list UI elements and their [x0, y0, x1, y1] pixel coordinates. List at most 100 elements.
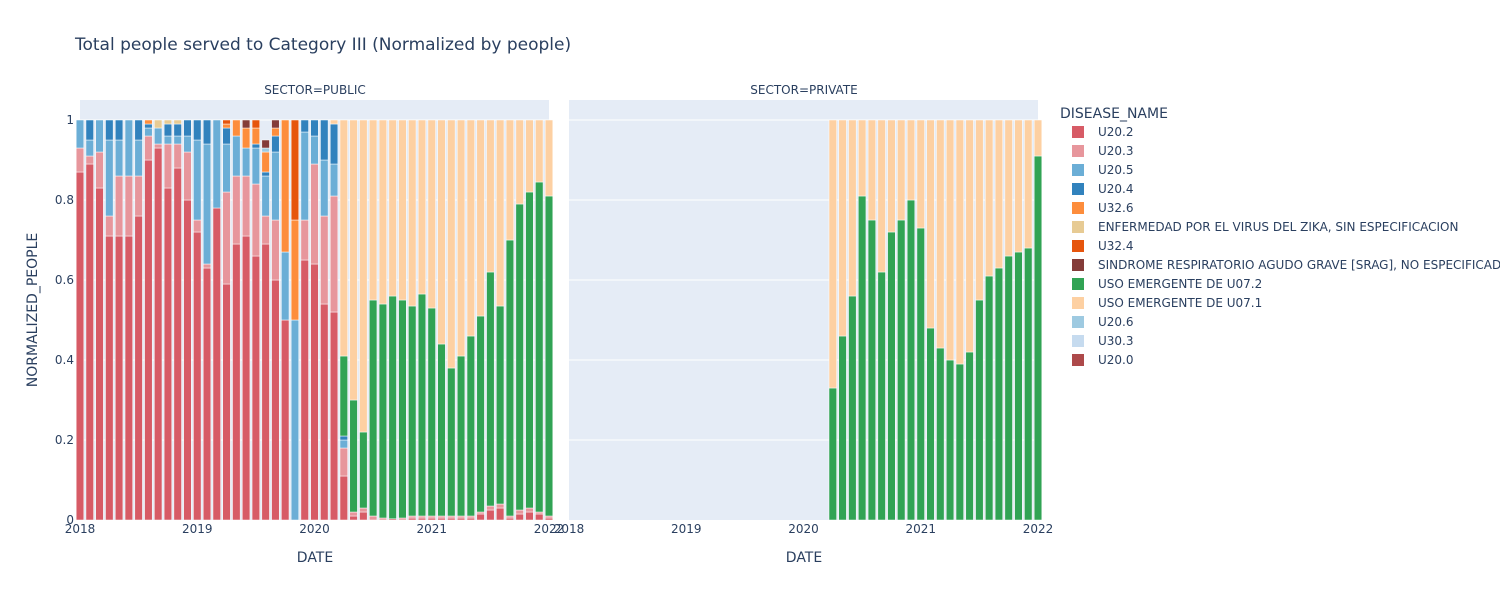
- bar-segment-u20-2: [544, 517, 554, 521]
- bar-segment-u20-2: [154, 147, 163, 521]
- bar-segment-u20-3: [124, 175, 133, 237]
- bar-segment-uso-emergente-de-u07-1: [897, 119, 906, 221]
- y-tick-label: 1: [66, 113, 74, 127]
- bar-segment-u20-4: [202, 119, 212, 145]
- bar-segment-u20-2: [222, 283, 231, 521]
- bar-segment-u20-5: [222, 143, 231, 193]
- bar-segment-uso-emergente-de-u07-2: [457, 355, 466, 517]
- bar-segment-uso-emergente-de-u07-2: [858, 195, 867, 521]
- bar-segment-uso-emergente-de-u07-2: [359, 431, 368, 509]
- bar-segment-u20-2: [212, 207, 221, 521]
- y-tick-label: 0.4: [55, 353, 74, 367]
- x-tick-label: 2018: [554, 522, 585, 536]
- bar-segment-u20-2: [427, 517, 436, 521]
- facet-private-panel: 2018 2019 2020 2021 2022: [554, 100, 1054, 536]
- bar-segment-u20-2: [408, 517, 417, 521]
- bar-segment-u20-4: [105, 119, 114, 141]
- bar-segment-u20-5: [144, 127, 153, 137]
- bar-segment-uso-emergente-de-u07-2: [985, 275, 994, 521]
- bar-segment-u20-5: [212, 119, 221, 209]
- x-axis-title-private: DATE: [786, 550, 822, 566]
- bar-segment-u20-3: [261, 215, 270, 245]
- bar-segment-u20-3: [115, 175, 124, 237]
- bar-segment-u20-3: [466, 515, 475, 519]
- legend-item-uso-emergente-de-u07-1: USO EMERGENTE DE U07.1: [1098, 296, 1262, 310]
- bar-segment-u20-3: [95, 151, 104, 189]
- bar-segment-u20-5: [271, 151, 280, 221]
- bar-segment-u20-2: [535, 513, 544, 521]
- bar-segment-u32-6: [261, 151, 270, 173]
- bar-segment-uso-emergente-de-u07-1: [1004, 119, 1013, 257]
- bar-segment-u20-5: [173, 135, 182, 145]
- bar-segment-uso-emergente-de-u07-1: [329, 119, 339, 125]
- bar-segment-uso-emergente-de-u07-1: [916, 119, 925, 229]
- bar-segment-u20-3: [144, 135, 153, 161]
- bar-segment-u20-5: [261, 175, 270, 217]
- bar-segment-uso-emergente-de-u07-1: [515, 119, 524, 205]
- bar-segment-u20-2: [202, 267, 212, 521]
- bar-segment-u20-3: [173, 143, 182, 169]
- bar-segment-u20-2: [417, 517, 427, 521]
- bar-segment-u20-3: [300, 219, 309, 261]
- x-tick-label: 2019: [182, 522, 213, 536]
- bar-segment-u20-5: [202, 143, 212, 265]
- x-tick-label: 2020: [299, 522, 330, 536]
- bar-segment-uso-emergente-de-u07-2: [339, 355, 348, 437]
- bar-segment-uso-emergente-de-u07-2: [378, 303, 387, 519]
- x-tick-label: 2022: [1023, 522, 1054, 536]
- bar-segment-u20-5: [300, 131, 309, 221]
- bar-segment-uso-emergente-de-u07-1: [476, 119, 485, 317]
- bar-segment-uso-emergente-de-u07-2: [515, 203, 524, 511]
- bar-segment-u20-3: [242, 175, 251, 237]
- bar-segment-u20-4: [251, 143, 260, 149]
- bar-segment-u20-5: [329, 163, 339, 197]
- bar-segment-uso-emergente-de-u07-2: [447, 367, 456, 517]
- bar-segment-u20-3: [163, 143, 172, 189]
- bar-segment-uso-emergente-de-u07-1: [496, 119, 505, 307]
- bar-segment-u20-4: [193, 119, 202, 141]
- legend-item-enfermedad-por-el-virus-del-zika-sin-especificacion: ENFERMEDAD POR EL VIRUS DEL ZIKA, SIN ES…: [1098, 220, 1458, 234]
- bar-segment-u20-4: [183, 119, 192, 137]
- bar-segment-uso-emergente-de-u07-1: [427, 119, 436, 309]
- bar-segment-u20-2: [193, 231, 202, 521]
- legend-item-u20-3: U20.3: [1098, 144, 1134, 158]
- bar-segment-u20-2: [486, 509, 495, 521]
- legend-item-u32-6: U32.6: [1098, 201, 1134, 215]
- bar-segment-u20-5: [124, 119, 133, 177]
- bar-segment-u20-3: [134, 175, 143, 217]
- bar-segment-u20-4: [85, 119, 94, 141]
- x-tick-label: 2019: [671, 522, 702, 536]
- bar-segment-uso-emergente-de-u07-2: [505, 239, 514, 517]
- legend-swatch-uso-emergente-de-u07-2: [1072, 278, 1084, 290]
- bar-segment-u20-5: [290, 319, 300, 521]
- bar-segment-uso-emergente-de-u07-2: [906, 199, 916, 521]
- bar-segment-u20-2: [476, 513, 485, 521]
- bar-segment-uso-emergente-de-u07-2: [926, 327, 935, 521]
- bar-segment-uso-emergente-de-u07-1: [359, 119, 368, 433]
- facet-public-panel: 0 0.2 0.4 0.6 0.8 1 2018 2019 2020 2021 2022: [55, 100, 564, 536]
- bar-segment-u20-2: [310, 263, 319, 521]
- bar-segment-uso-emergente-de-u07-2: [877, 271, 886, 521]
- bar-segment-u20-3: [183, 151, 192, 201]
- legend-swatch-sindrome-respiratorio-agudo-grave-srag-no-especificado: [1072, 259, 1084, 271]
- legend-swatch-u20-5: [1072, 164, 1084, 176]
- bar-segment-enfermedad-por-el-virus-del-zika-sin-especificacion: [173, 119, 182, 125]
- bar-segment-uso-emergente-de-u07-2: [486, 271, 495, 507]
- bar-segment-u20-5: [105, 139, 114, 217]
- y-axis-title: NORMALIZED_PEOPLE: [25, 233, 41, 387]
- bar-segment-u32-4: [290, 119, 300, 221]
- y-tick-label: 0.6: [55, 273, 74, 287]
- bar-segment-u20-3: [75, 147, 85, 173]
- bar-segment-uso-emergente-de-u07-1: [1014, 119, 1023, 253]
- bar-segment-sindrome-respiratorio-agudo-grave-srag-no-especificado: [261, 139, 270, 149]
- x-tick-label: 2020: [788, 522, 819, 536]
- bar-segment-uso-emergente-de-u07-2: [867, 219, 876, 521]
- bar-segment-u20-2: [349, 515, 358, 521]
- bar-segment-uso-emergente-de-u07-1: [926, 119, 935, 329]
- bar-segment-uso-emergente-de-u07-1: [535, 119, 544, 183]
- bar-segment-u20-2: [359, 511, 368, 521]
- bar-segment-uso-emergente-de-u07-2: [417, 293, 427, 517]
- bar-segment-u20-2: [163, 187, 172, 521]
- bar-segment-uso-emergente-de-u07-1: [1033, 119, 1043, 157]
- bar-segment-uso-emergente-de-u07-2: [398, 299, 407, 519]
